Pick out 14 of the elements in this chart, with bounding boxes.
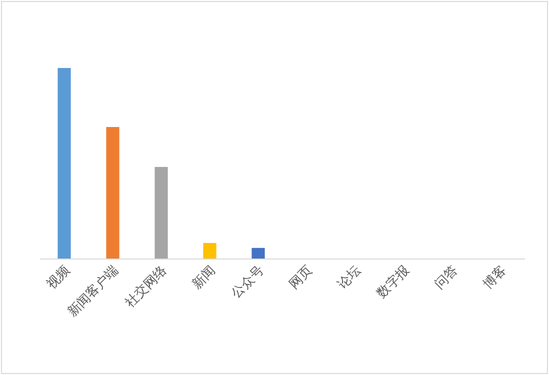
x-tick-label: 新闻 xyxy=(190,263,219,292)
bar xyxy=(252,248,265,259)
bar xyxy=(106,127,120,259)
bar xyxy=(203,242,216,259)
bar xyxy=(58,68,71,259)
x-tick-label: 公众号 xyxy=(228,263,268,302)
x-tick-label: 论坛 xyxy=(335,263,364,292)
x-tick-label: 问答 xyxy=(432,263,462,292)
x-tick-label: 网页 xyxy=(286,263,316,292)
bar xyxy=(154,166,168,259)
x-tick-label: 社交网络 xyxy=(122,262,170,311)
x-tick-label: 数字报 xyxy=(374,262,413,302)
x-tick-label: 视频 xyxy=(44,263,74,292)
x-tick-label: 博客 xyxy=(480,262,510,292)
